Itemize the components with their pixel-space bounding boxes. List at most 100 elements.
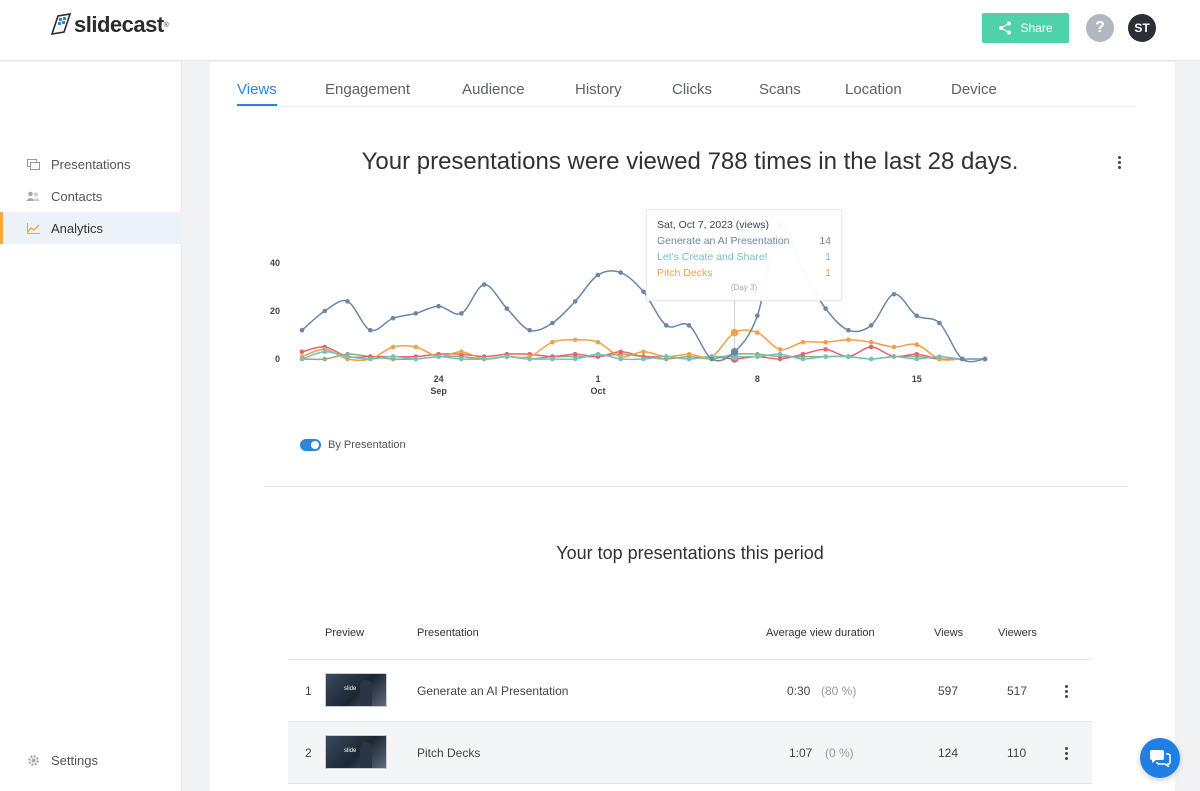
data-point (641, 289, 646, 295)
data-point (413, 356, 419, 362)
sidebar-item-contacts[interactable]: Contacts (0, 180, 182, 212)
table-header: Preview Presentation Average view durati… (288, 617, 1092, 660)
presentations-icon (26, 158, 40, 170)
sidebar-item-label: Analytics (51, 220, 104, 236)
tab-location[interactable]: Location (845, 81, 902, 98)
data-point (823, 306, 828, 311)
share-button-label: Share (1020, 21, 1053, 35)
tab-audience[interactable]: Audience (462, 81, 525, 98)
tab-device[interactable]: Device (951, 81, 997, 98)
sidebar-item-label: Contacts (51, 188, 103, 204)
data-point (618, 349, 624, 355)
tooltip-title: Sat, Oct 7, 2023 (views) (657, 219, 770, 231)
sidebar-item-settings[interactable]: Settings (0, 744, 182, 776)
data-point (572, 356, 578, 362)
row-options-menu[interactable] (1061, 744, 1071, 762)
tab-engagement[interactable]: Engagement (325, 81, 411, 98)
data-point (550, 356, 555, 362)
data-point (777, 347, 783, 352)
contacts-icon (26, 191, 40, 202)
data-point (868, 323, 874, 328)
data-point (322, 356, 328, 362)
data-point (641, 349, 646, 355)
tab-scans[interactable]: Scans (759, 81, 801, 98)
presentation-name[interactable]: Pitch Decks (417, 746, 481, 760)
row-rank: 2 (305, 746, 312, 760)
column-header-views: Views (934, 627, 964, 639)
data-point (322, 308, 328, 314)
data-point (504, 306, 510, 311)
data-point (891, 291, 897, 297)
data-point (800, 356, 806, 362)
sidebar-item-label: Presentations (51, 156, 131, 172)
share-button[interactable]: Share (982, 13, 1069, 43)
presentation-thumbnail[interactable]: slide (325, 673, 387, 707)
data-point (345, 299, 350, 304)
data-point (914, 313, 919, 319)
tooltip-series-value: 14 (819, 235, 831, 247)
analytics-tabs: Views Engagement Audience History Clicks… (237, 81, 1135, 107)
table-row[interactable]: 2 slide Pitch Decks 1:07 (0 %) 124 110 (288, 722, 1092, 784)
avg-duration-percent: (80 %) (821, 684, 857, 698)
thumbnail-label: slide (344, 686, 357, 692)
tooltip-series-value: 1 (825, 251, 831, 263)
data-point (937, 354, 942, 359)
tab-history[interactable]: History (575, 81, 622, 98)
tab-clicks[interactable]: Clicks (672, 81, 712, 98)
data-point (823, 339, 828, 345)
sidebar-item-presentations[interactable]: Presentations (0, 148, 182, 180)
user-avatar[interactable]: ST (1128, 14, 1156, 42)
thumbnail-label: slide (344, 748, 357, 754)
data-point (299, 349, 305, 355)
data-point (800, 351, 806, 357)
by-presentation-toggle[interactable] (300, 439, 321, 451)
data-point (595, 351, 601, 357)
column-header-avg-duration: Average view duration (766, 627, 875, 639)
tooltip-series-value: 1 (825, 267, 831, 279)
data-point (527, 327, 532, 333)
section-divider (264, 486, 1128, 487)
y-tick-label: 0 (275, 354, 280, 364)
data-point (390, 315, 396, 321)
presentation-thumbnail[interactable]: slide (325, 735, 387, 769)
row-options-menu[interactable] (1061, 682, 1071, 700)
data-point (823, 354, 828, 359)
x-tick-label: 15 (912, 374, 922, 384)
data-point (572, 351, 578, 357)
share-icon (999, 21, 1012, 35)
views-count: 124 (938, 746, 959, 760)
chat-support-button[interactable] (1140, 738, 1180, 778)
thumbnail-person-icon (360, 742, 372, 768)
data-point (755, 354, 760, 359)
presentation-name[interactable]: Generate an AI Presentation (417, 684, 569, 698)
analytics-panel: Views Engagement Audience History Clicks… (210, 62, 1175, 791)
chat-icon (1150, 750, 1171, 768)
help-button[interactable]: ? (1086, 14, 1114, 42)
viewers-count: 110 (1007, 746, 1027, 760)
analytics-icon (26, 222, 40, 234)
table-row[interactable]: 1 slide Generate an AI Presentation 0:30… (288, 660, 1092, 722)
sidebar: Presentations Contacts Analytics Setting… (0, 62, 182, 791)
data-point (914, 356, 919, 362)
data-point (868, 344, 874, 350)
data-point (390, 354, 396, 359)
slidecast-logo[interactable]: slidecast ® (50, 12, 169, 38)
data-point (868, 339, 874, 345)
data-point (572, 299, 578, 304)
data-point (618, 356, 624, 362)
toggle-label: By Presentation (328, 439, 406, 451)
column-header-preview: Preview (325, 627, 365, 639)
data-point (459, 311, 464, 316)
chart-options-menu[interactable] (1114, 153, 1124, 171)
avg-duration: 0:30 (787, 684, 811, 698)
data-point (641, 356, 646, 362)
tab-views[interactable]: Views (237, 81, 277, 106)
x-tick-sublabel: Sep (430, 386, 447, 396)
data-point (595, 272, 601, 278)
top-presentations-title: Your top presentations this period (556, 543, 824, 563)
data-point (572, 337, 578, 343)
data-point (413, 344, 419, 350)
logo-mark-icon (50, 12, 72, 36)
sidebar-item-analytics[interactable]: Analytics (0, 212, 182, 244)
tooltip-series-name: Generate an AI Presentation (657, 235, 790, 247)
